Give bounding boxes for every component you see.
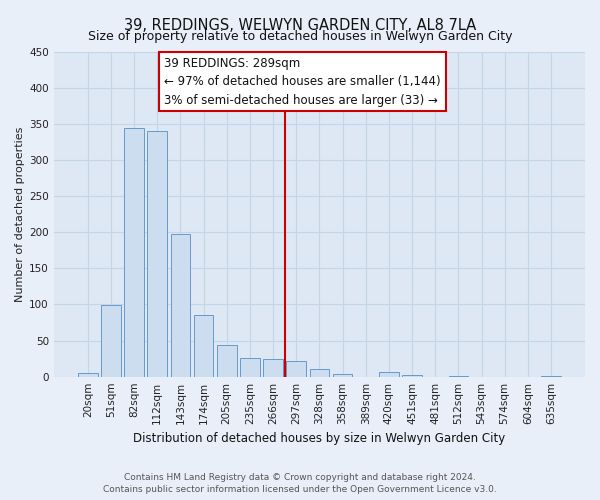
Bar bbox=[333, 374, 352, 376]
Text: Contains HM Land Registry data © Crown copyright and database right 2024.
Contai: Contains HM Land Registry data © Crown c… bbox=[103, 472, 497, 494]
Bar bbox=[286, 361, 306, 376]
Bar bbox=[217, 345, 236, 376]
Bar bbox=[310, 370, 329, 376]
Text: 39 REDDINGS: 289sqm
← 97% of detached houses are smaller (1,144)
3% of semi-deta: 39 REDDINGS: 289sqm ← 97% of detached ho… bbox=[164, 56, 441, 106]
Bar bbox=[101, 305, 121, 376]
Bar bbox=[124, 128, 144, 376]
Y-axis label: Number of detached properties: Number of detached properties bbox=[15, 126, 25, 302]
Text: 39, REDDINGS, WELWYN GARDEN CITY, AL8 7LA: 39, REDDINGS, WELWYN GARDEN CITY, AL8 7L… bbox=[124, 18, 476, 32]
Text: Size of property relative to detached houses in Welwyn Garden City: Size of property relative to detached ho… bbox=[88, 30, 512, 43]
Bar bbox=[402, 374, 422, 376]
Bar bbox=[78, 373, 98, 376]
Bar bbox=[240, 358, 260, 376]
Bar bbox=[263, 358, 283, 376]
Bar bbox=[148, 131, 167, 376]
Bar bbox=[194, 316, 214, 376]
Bar bbox=[379, 372, 399, 376]
Bar bbox=[170, 234, 190, 376]
X-axis label: Distribution of detached houses by size in Welwyn Garden City: Distribution of detached houses by size … bbox=[133, 432, 506, 445]
